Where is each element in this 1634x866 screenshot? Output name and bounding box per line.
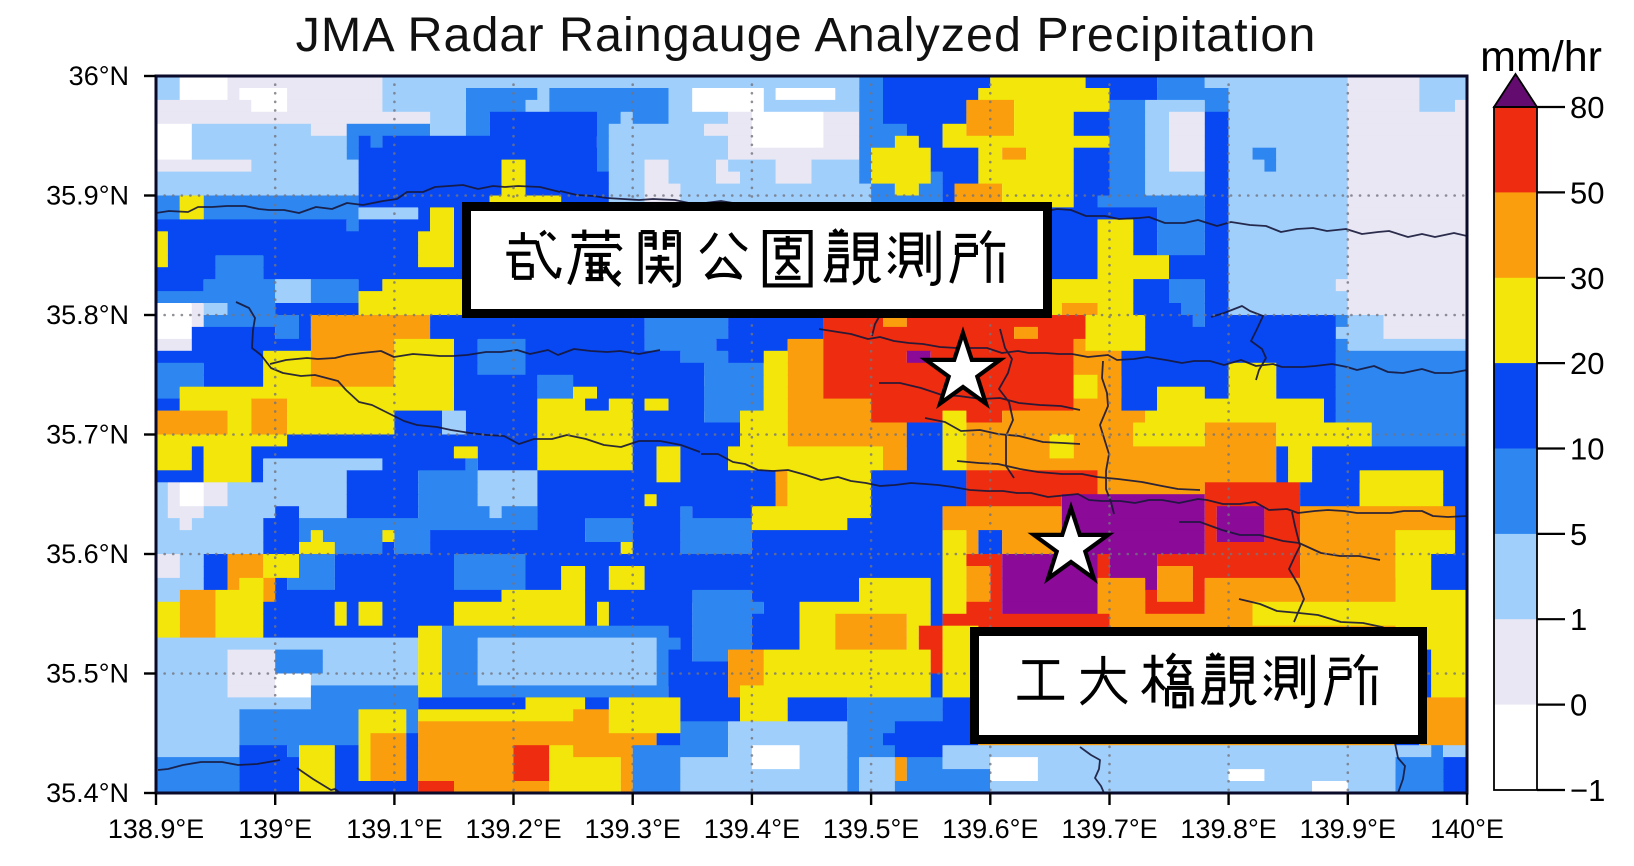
- svg-text:139.6°E: 139.6°E: [942, 814, 1038, 844]
- svg-text:139.4°E: 139.4°E: [704, 814, 800, 844]
- svg-text:139.2°E: 139.2°E: [465, 814, 561, 844]
- svg-text:138.9°E: 138.9°E: [108, 814, 204, 844]
- svg-text:139.5°E: 139.5°E: [823, 814, 919, 844]
- svg-text:35.6°N: 35.6°N: [46, 539, 129, 569]
- svg-text:139.9°E: 139.9°E: [1300, 814, 1396, 844]
- svg-text:139.1°E: 139.1°E: [346, 814, 442, 844]
- svg-text:5: 5: [1570, 517, 1587, 552]
- svg-text:139.7°E: 139.7°E: [1061, 814, 1157, 844]
- svg-text:139°E: 139°E: [238, 814, 312, 844]
- svg-text:JMA Radar Raingauge Analyzed P: JMA Radar Raingauge Analyzed Precipitati…: [296, 8, 1317, 62]
- svg-text:35.7°N: 35.7°N: [46, 420, 129, 450]
- svg-text:36°N: 36°N: [69, 61, 129, 91]
- svg-text:−1: −1: [1570, 773, 1605, 808]
- svg-text:0: 0: [1570, 688, 1587, 723]
- svg-text:139.3°E: 139.3°E: [585, 814, 681, 844]
- svg-text:35.9°N: 35.9°N: [46, 181, 129, 211]
- svg-text:20: 20: [1570, 346, 1604, 381]
- svg-text:139.8°E: 139.8°E: [1180, 814, 1276, 844]
- svg-text:10: 10: [1570, 432, 1604, 467]
- svg-text:30: 30: [1570, 261, 1604, 296]
- svg-text:140°E: 140°E: [1430, 814, 1504, 844]
- svg-text:1: 1: [1570, 602, 1587, 637]
- svg-text:35.5°N: 35.5°N: [46, 659, 129, 689]
- svg-text:80: 80: [1570, 90, 1604, 125]
- svg-text:mm/hr: mm/hr: [1480, 33, 1602, 81]
- svg-text:35.4°N: 35.4°N: [46, 778, 129, 808]
- svg-text:50: 50: [1570, 175, 1604, 210]
- svg-text:35.8°N: 35.8°N: [46, 300, 129, 330]
